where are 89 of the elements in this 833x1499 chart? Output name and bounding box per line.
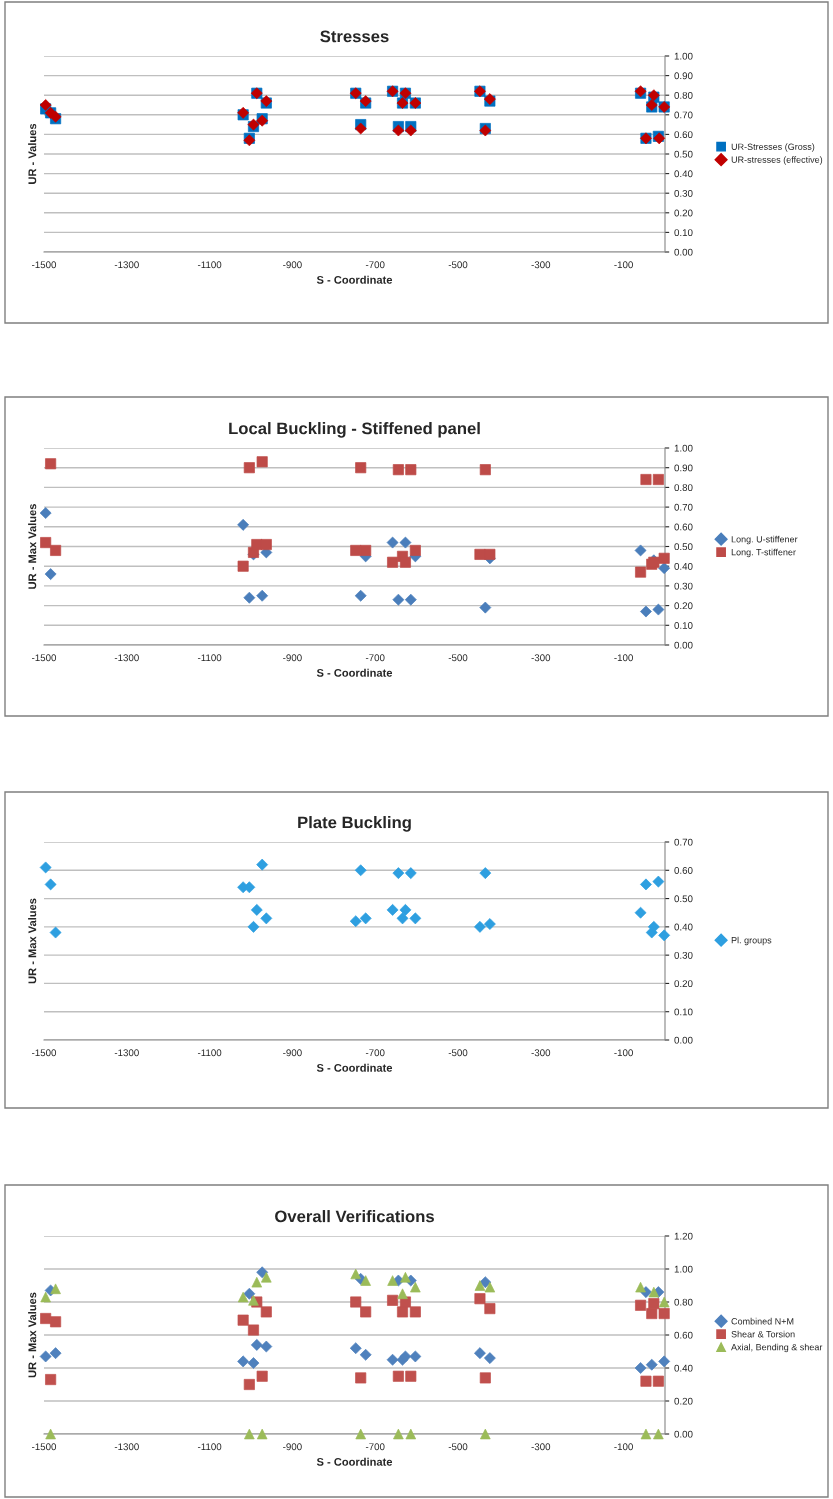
y-tick-label: 0.60 [674,131,693,139]
x-tick-label: -1100 [197,1443,222,1451]
chart-title: Stresses [320,30,389,43]
x-tick-label: -1100 [197,1049,222,1057]
x-tick-label: -1500 [32,1049,57,1057]
y-tick-label: 0.50 [674,895,693,903]
x-axis-title: S - Coordinate [316,1063,393,1072]
x-tick-label: -700 [365,654,385,662]
x-tick-label: -500 [448,654,468,662]
legend-label: Pl. groups [731,936,772,946]
y-tick-label: 0.00 [674,248,693,256]
chart-title: Overall Verifications [275,1210,434,1223]
legend-label: Axial, Bending & shear [731,1343,823,1353]
y-tick-label: 0.10 [674,229,693,237]
y-tick-label: 0.40 [674,170,693,178]
y-tick-label: 0.50 [674,543,693,551]
y-tick-label: 0.70 [674,111,693,119]
x-tick-label: -100 [614,1049,633,1057]
x-tick-label: -1500 [32,1443,57,1451]
x-tick-label: -100 [614,1443,633,1451]
y-axis-title: UR - Max Values [28,898,37,984]
legend-label: Long. U-stiffener [731,535,798,545]
y-tick-label: 0.70 [674,838,693,846]
x-tick-label: -1300 [114,1443,139,1451]
x-axis-title: S - Coordinate [316,1457,393,1466]
x-tick-label: -1500 [32,261,57,269]
x-tick-label: -900 [283,654,302,662]
legend-label: UR-stresses (effective) [731,156,823,165]
x-tick-label: -100 [614,654,633,662]
x-tick-label: -1300 [114,1049,139,1057]
y-tick-label: 0.20 [674,980,693,988]
y-tick-label: 0.20 [674,209,693,217]
x-tick-label: -900 [283,1049,302,1057]
y-axis-title: UR - Max Values [28,504,37,589]
y-tick-label: 0.00 [674,641,693,649]
y-tick-label: 0.80 [674,91,693,99]
y-tick-label: 0.00 [674,1036,693,1044]
y-tick-label: 1.20 [674,1232,693,1240]
y-tick-label: 0.40 [674,923,693,931]
x-tick-label: -700 [365,1443,385,1451]
x-tick-label: -1500 [32,654,57,662]
y-tick-label: 0.40 [674,562,693,570]
x-tick-label: -300 [531,654,551,662]
legend-label: Shear & Torsion [731,1330,795,1338]
legend-label: Combined N+M [731,1317,794,1325]
y-tick-label: 0.00 [674,1430,693,1438]
y-tick-label: 0.90 [674,464,693,472]
y-tick-label: 1.00 [674,444,693,452]
y-tick-label: 0.70 [674,503,693,511]
y-tick-label: 0.20 [674,602,693,610]
y-tick-label: 0.30 [674,951,693,959]
y-tick-label: 0.60 [674,523,693,531]
x-axis-title: S - Coordinate [316,668,393,677]
chart-title: Plate Buckling [298,816,411,832]
x-tick-label: -1100 [197,654,222,662]
y-tick-label: 0.40 [674,1364,693,1372]
y-tick-label: 0.20 [674,1397,693,1405]
y-tick-label: 0.60 [674,867,693,874]
y-tick-label: 0.90 [674,72,693,80]
x-tick-label: -900 [283,1443,302,1451]
y-tick-label: 0.10 [674,1008,693,1016]
y-axis-title: UR - Values [28,123,37,184]
legend-label: Long. T-stiffener [731,548,796,558]
y-axis-title: UR - Max Values [28,1292,37,1378]
y-tick-label: 0.30 [674,582,693,590]
legend-label: UR-Stresses (Gross) [731,143,815,152]
x-tick-label: -300 [531,1049,551,1057]
x-tick-label: -300 [531,261,551,269]
x-tick-label: -700 [365,261,385,269]
y-tick-label: 0.80 [674,1298,693,1306]
y-tick-label: 1.00 [674,1265,693,1273]
y-tick-label: 0.80 [674,484,693,492]
x-tick-label: -500 [448,1443,468,1451]
x-tick-label: -100 [614,261,633,269]
x-tick-label: -500 [448,261,468,269]
y-tick-label: 1.00 [674,52,693,60]
y-tick-label: 0.60 [674,1331,693,1339]
x-tick-label: -1300 [114,261,139,269]
x-tick-label: -900 [283,261,302,269]
x-tick-label: -500 [448,1049,468,1057]
x-tick-label: -700 [365,1049,385,1057]
y-tick-label: 0.50 [674,150,693,158]
x-tick-label: -1100 [197,261,222,269]
y-tick-label: 0.30 [674,189,693,197]
x-tick-label: -300 [531,1443,551,1451]
y-tick-label: 0.10 [674,622,693,629]
x-axis-title: S - Coordinate [316,275,393,284]
x-tick-label: -1300 [114,654,139,662]
chart-title: Local Buckling - Stiffened panel [229,422,480,438]
